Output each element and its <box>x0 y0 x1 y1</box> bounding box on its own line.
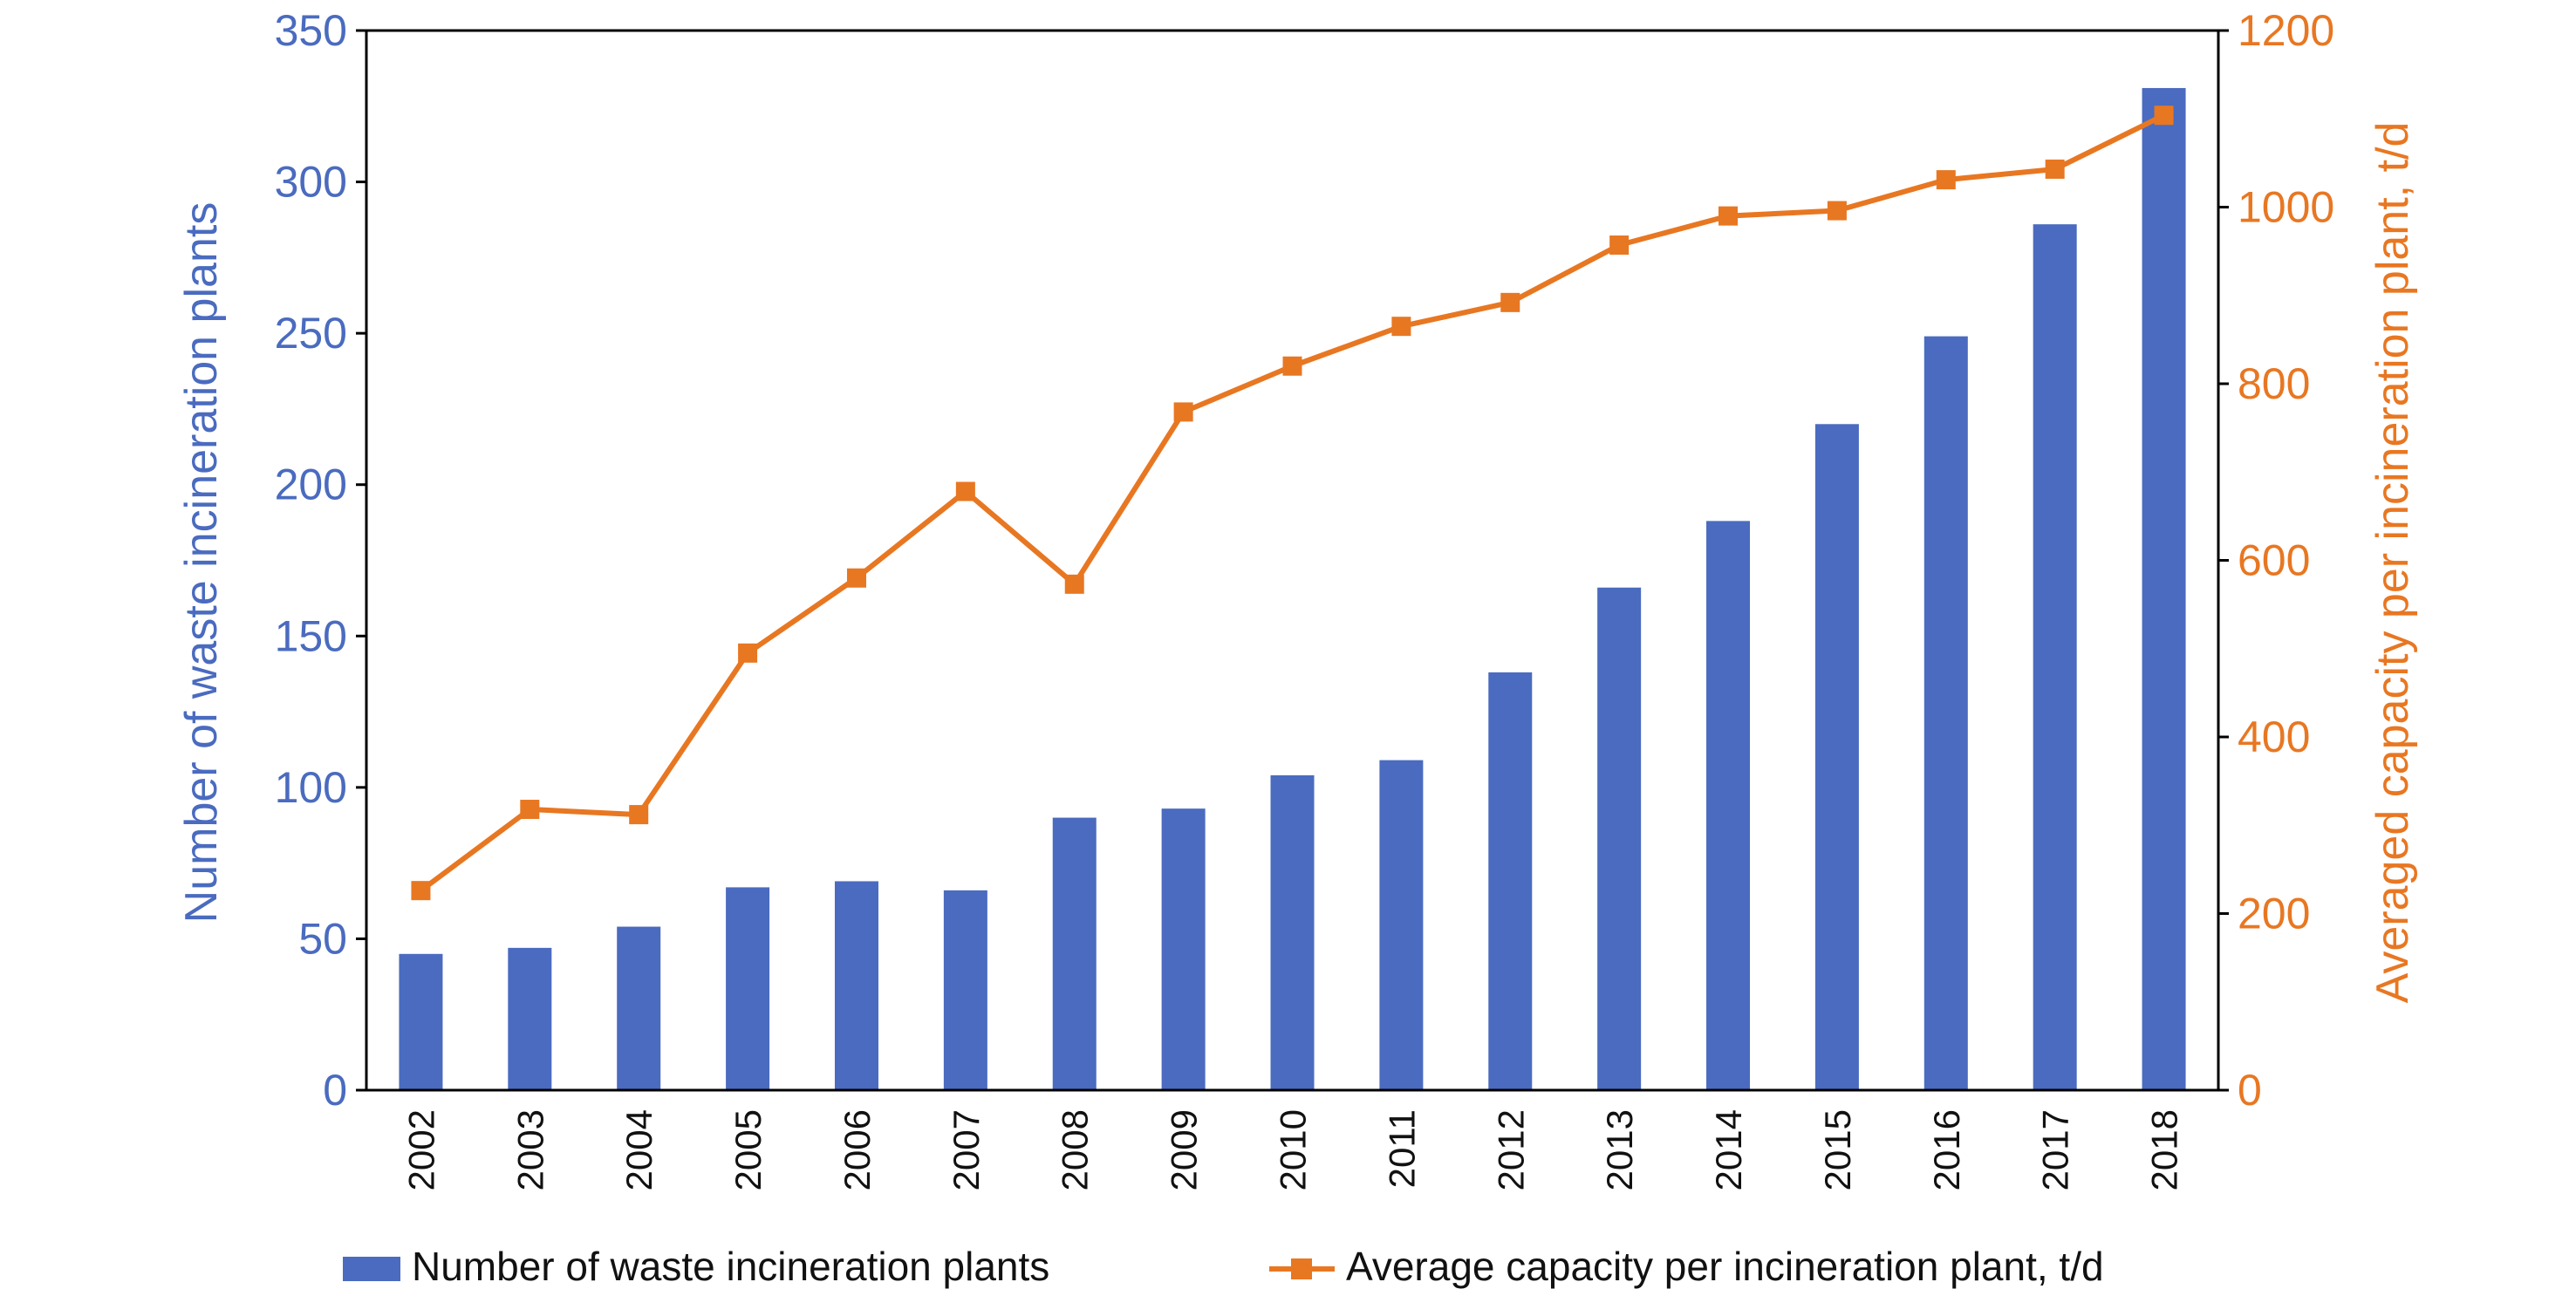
bars-layer <box>399 87 2186 1091</box>
bar-2009 <box>1161 808 1206 1090</box>
bar-2017 <box>2033 224 2077 1091</box>
capacity-marker-2015 <box>1827 201 1847 221</box>
capacity-marker-2011 <box>1391 317 1411 337</box>
capacity-marker-2017 <box>2045 159 2065 179</box>
capacity-marker-2004 <box>629 805 649 825</box>
bar-2015 <box>1814 424 1859 1090</box>
capacity-marker-2010 <box>1282 356 1302 376</box>
capacity-marker-2013 <box>1609 235 1630 256</box>
bar-2016 <box>1923 336 1968 1091</box>
y-left-tick-100: 100 <box>275 763 347 812</box>
x-tick-2002: 2002 <box>400 1109 441 1190</box>
x-tick-2013: 2013 <box>1599 1109 1640 1190</box>
y-left-tick-300: 300 <box>275 158 347 207</box>
y-left-tick-0: 0 <box>323 1066 347 1115</box>
x-tick-2014: 2014 <box>1708 1109 1749 1190</box>
bar-2003 <box>508 947 552 1090</box>
bar-2008 <box>1052 817 1097 1090</box>
bar-2011 <box>1379 760 1424 1090</box>
y-axis-title-right: Averaged capacity per incineration plant… <box>2368 122 2418 1004</box>
y-right-tick-1200: 1200 <box>2238 6 2334 55</box>
capacity-marker-2008 <box>1064 574 1084 594</box>
bar-2010 <box>1270 774 1315 1090</box>
capacity-marker-2002 <box>411 881 431 901</box>
line-layer <box>411 106 2174 901</box>
capacity-marker-2016 <box>1936 170 1956 190</box>
capacity-marker-2009 <box>1173 402 1193 422</box>
capacity-marker-2006 <box>846 568 866 588</box>
x-tick-2006: 2006 <box>837 1109 878 1190</box>
legend-swatch-bars <box>343 1257 400 1281</box>
y-right-tick-200: 200 <box>2238 890 2310 938</box>
y-left-tick-350: 350 <box>275 6 347 55</box>
capacity-marker-2003 <box>520 800 540 820</box>
legend-label-bars: Number of waste incineration plants <box>412 1244 1049 1289</box>
y-left-tick-200: 200 <box>275 460 347 509</box>
y-left-tick-50: 50 <box>298 914 347 963</box>
legend: Number of waste incineration plants Aver… <box>343 1244 2104 1289</box>
y-left-tick-150: 150 <box>275 611 347 660</box>
legend-swatch-marker <box>1291 1258 1312 1279</box>
y-right-tick-800: 800 <box>2238 359 2310 408</box>
y-axis-title-left: Number of waste incineration plants <box>176 202 227 924</box>
bar-2018 <box>2142 87 2186 1090</box>
capacity-marker-2012 <box>1500 292 1520 312</box>
y-left-tick-250: 250 <box>275 309 347 358</box>
ticks-layer: 0 50 100 150 200 250 300 350 0 200 400 600 800 1000 12… <box>275 6 2335 1190</box>
x-tick-2010: 2010 <box>1273 1109 1314 1190</box>
bar-2004 <box>617 926 661 1090</box>
y-right-tick-0: 0 <box>2238 1066 2262 1115</box>
bar-2007 <box>943 890 987 1090</box>
x-tick-2008: 2008 <box>1055 1109 1096 1190</box>
legend-label-line: Average capacity per incineration plant,… <box>1346 1244 2104 1289</box>
y-right-tick-600: 600 <box>2238 536 2310 585</box>
x-tick-2004: 2004 <box>618 1109 659 1190</box>
x-tick-2005: 2005 <box>728 1109 769 1190</box>
capacity-marker-2014 <box>1718 206 1739 226</box>
bar-2012 <box>1488 672 1533 1090</box>
capacity-line <box>419 113 2165 893</box>
y-right-tick-400: 400 <box>2238 713 2310 761</box>
capacity-marker-2007 <box>955 481 975 501</box>
x-tick-2011: 2011 <box>1381 1109 1422 1188</box>
x-tick-2016: 2016 <box>1926 1109 1967 1190</box>
x-tick-2009: 2009 <box>1164 1109 1205 1190</box>
x-tick-2015: 2015 <box>1817 1109 1858 1190</box>
x-tick-2018: 2018 <box>2144 1109 2185 1190</box>
capacity-marker-2005 <box>738 643 758 663</box>
x-tick-2003: 2003 <box>509 1109 550 1190</box>
bar-2014 <box>1706 521 1751 1090</box>
bar-2002 <box>399 953 443 1090</box>
x-tick-2012: 2012 <box>1490 1109 1531 1190</box>
y-right-tick-1000: 1000 <box>2238 183 2334 232</box>
x-tick-2007: 2007 <box>946 1109 987 1190</box>
bar-2006 <box>834 881 878 1090</box>
capacity-marker-2018 <box>2154 106 2174 126</box>
bar-2005 <box>726 887 770 1090</box>
bar-2013 <box>1597 587 1642 1090</box>
x-tick-2017: 2017 <box>2035 1109 2076 1190</box>
